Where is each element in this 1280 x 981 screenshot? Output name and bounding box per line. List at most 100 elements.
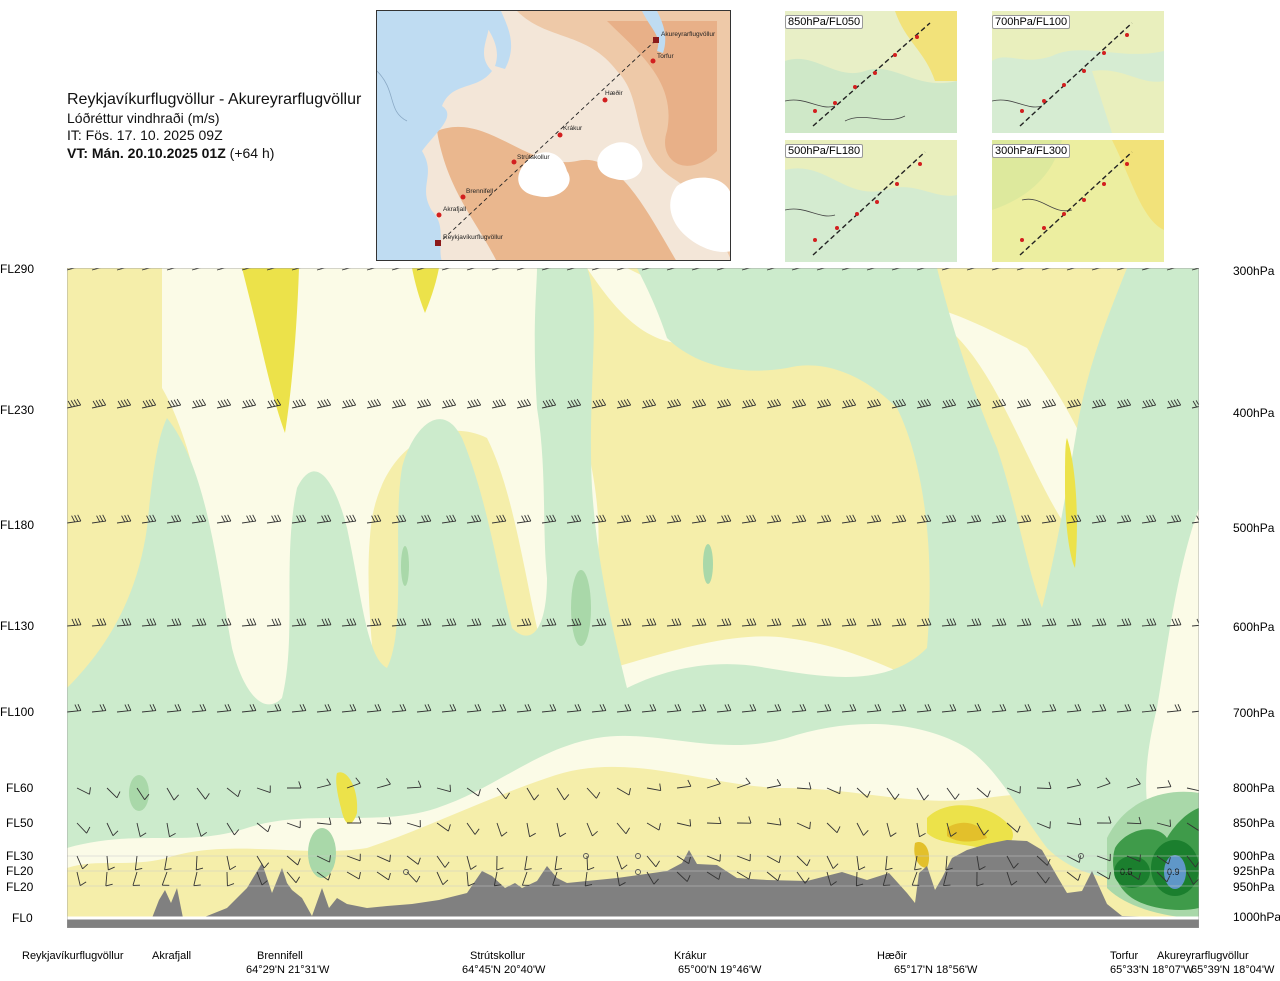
wind-barb-feather [670,400,676,407]
wind-barb-feather [545,400,551,407]
wind-barb-feather [1169,819,1171,827]
wind-barb-feather [659,783,662,791]
wind-barb-feather [774,515,779,522]
wind-barb [716,404,731,409]
wind-barb-feather [245,400,251,407]
wind-barb [516,624,531,627]
wind-barb-feather [673,399,679,406]
wind-barb [1186,787,1199,792]
wind-barb-feather [1076,398,1082,406]
wind-barb-feather [1102,514,1107,522]
wind-barb [966,404,981,409]
wind-barb [1036,787,1052,790]
wind-barb-feather [1117,400,1123,408]
wind-barb-feather [677,703,682,711]
wind-barb [791,624,806,627]
wind-barb-feather [299,515,304,522]
wind-barb [491,404,506,409]
wind-barb-feather [123,399,129,406]
wind-barb-feather [92,400,98,408]
wind-barb-feather [447,824,451,832]
wind-barb-feather [449,704,454,712]
wind-barb-feather [748,872,751,880]
wind-barb-feather [796,618,801,626]
wind-barb-feather [945,400,951,407]
wind-barb-feather [389,854,391,862]
wind-barb-feather [99,618,104,626]
wind-barb [1091,710,1106,713]
wind-barb-feather [699,704,704,712]
wind-barb-feather [320,400,326,407]
wind-barb [341,404,356,409]
wind-barb-feather [977,514,982,522]
wind-barb [406,855,419,865]
wind-barb [554,855,558,870]
wind-barb-feather [517,400,523,408]
overview-map: Akureyrarflugvöllur Torfur Hæðir Krákur … [376,10,731,261]
wind-barb [616,871,620,886]
wind-barb [91,710,106,713]
wind-barb-feather [401,398,407,406]
wind-barb-feather [1135,777,1141,785]
wind-barb-feather [116,791,121,799]
wind-barb-feather [234,829,240,836]
wind-barb [946,787,956,800]
wind-barb-feather [417,857,421,865]
wind-barb-feather [249,515,254,522]
wind-barb-feather [1170,400,1176,407]
wind-barb-feather [808,782,812,790]
wind-barb-feather [424,704,429,712]
wind-barb [346,782,361,789]
wind-barb-feather [724,704,729,712]
wind-barb-feather [874,704,879,712]
wind-barb-feather [317,400,323,408]
wind-barb-feather [1196,618,1199,625]
wind-barb [891,520,906,524]
wind-barb-feather [804,877,810,884]
wind-barbs [67,268,1199,887]
wind-barb-feather [302,703,307,711]
wind-barb-feather [326,778,331,785]
wind-barb [676,822,691,827]
wind-barb-feather [221,515,226,523]
wind-barb-feather [1177,618,1182,625]
wind-barb-feather [417,780,422,788]
wind-barb-feather [167,400,173,408]
wind-barb-feather [1121,515,1126,523]
wind-barb-feather [892,400,898,408]
hpa-label: 300hPa [1233,264,1275,278]
wind-barb-feather [246,515,251,523]
wind-barb [216,624,231,627]
wind-barb-feather [696,618,701,626]
wind-barb [316,784,331,789]
wind-barb-feather [802,514,807,522]
wind-barb-feather [74,704,79,712]
wind-barb-feather [778,855,781,863]
wind-barb-feather [749,618,754,626]
wind-barb [1036,855,1048,866]
wind-barb [966,710,981,713]
wind-barb [1166,710,1181,713]
wind-barb-feather [1145,400,1151,407]
wind-barb-feather [474,618,479,626]
wind-barb-feather [949,618,954,626]
wind-barb [1016,520,1031,524]
wind-barb-feather [973,399,979,406]
wind-barb [195,855,198,871]
wind-barb-feather [954,793,960,800]
wind-barb-feather [196,618,201,626]
wind-barb [816,404,831,409]
wind-barb-feather [164,868,172,871]
wind-barb-feather [102,618,107,625]
wind-barb-feather [296,618,301,626]
wind-barb [391,710,406,713]
wind-barb-feather [1108,872,1111,880]
wind-barb-feather [529,832,536,838]
wind-barb [266,624,281,627]
wind-barb-feather [1138,872,1141,880]
wind-barb [91,404,106,409]
wind-barb [516,404,531,409]
wind-barb [441,520,456,524]
hpa-label: 600hPa [1233,620,1275,634]
wind-barb-feather [624,515,629,522]
